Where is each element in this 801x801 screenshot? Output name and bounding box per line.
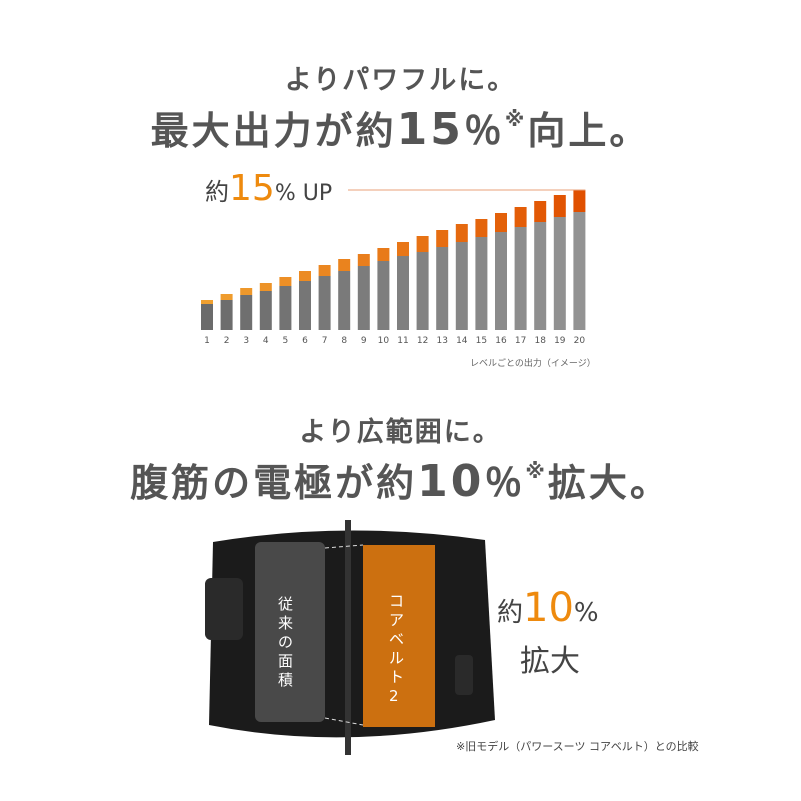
- bar-base-19: [553, 217, 566, 330]
- old-electrode-area: [255, 542, 325, 722]
- x-tick-label: 13: [436, 336, 447, 346]
- new-electrode-area: [363, 545, 435, 727]
- x-tick-label: 4: [263, 336, 269, 346]
- core-belt-image: 従来の面積 コアベルト2: [205, 520, 495, 755]
- x-tick-label: 7: [322, 336, 328, 346]
- x-tick-label: 9: [361, 336, 367, 346]
- x-tick-label: 16: [495, 336, 507, 346]
- title-percent: ％: [484, 461, 526, 505]
- x-tick-label: 18: [534, 336, 546, 346]
- bar-base-18: [534, 222, 547, 330]
- x-tick-label: 1: [204, 336, 210, 346]
- x-tick-label: 14: [456, 336, 468, 346]
- bar-increase-4: [259, 283, 272, 291]
- bar-base-7: [318, 276, 331, 330]
- bar-base-17: [514, 227, 527, 330]
- bar-chart: 1 2 3 4 5 6 7 8 9 10 11 12 13 14 15 16 17 18 19 20: [201, 189, 586, 346]
- x-tick-label: 3: [243, 336, 249, 346]
- new-area-label: コアベルト2: [389, 592, 405, 705]
- bar-increase-8: [338, 259, 351, 271]
- bar-base-4: [259, 291, 272, 330]
- bar-increase-16: [495, 213, 507, 232]
- bar-base-5: [279, 286, 292, 330]
- belt-increase: 約10%: [497, 585, 599, 631]
- x-tick-label: 17: [515, 336, 526, 346]
- bar-base-13: [436, 247, 449, 330]
- increase-label: 拡大: [520, 644, 580, 679]
- bar-increase-12: [416, 236, 429, 252]
- title-pre: 最大出力が約: [150, 109, 397, 153]
- section1-subtitle: よりパワフルに。: [284, 65, 517, 96]
- bar-base-15: [475, 237, 488, 330]
- bar-increase-6: [299, 271, 311, 281]
- x-tick-label: 15: [476, 336, 487, 346]
- bar-increase-20: [573, 190, 586, 212]
- title-footnote-mark: ※: [525, 459, 548, 483]
- bar-base-16: [495, 232, 507, 330]
- bar-increase-11: [397, 242, 409, 256]
- bar-increase-5: [279, 277, 292, 286]
- increase-pre: 約: [497, 598, 524, 628]
- x-tick-label: 19: [554, 336, 566, 346]
- title-percent: ％: [463, 109, 505, 153]
- title-number: 15: [396, 104, 464, 155]
- bar-base-20: [573, 212, 586, 330]
- bar-base-6: [299, 281, 311, 330]
- title-pre: 腹筋の電極が約: [130, 461, 418, 505]
- bar-base-9: [357, 266, 370, 330]
- x-tick-label: 8: [341, 336, 347, 346]
- headline-number: 15: [229, 168, 275, 209]
- bar-base-3: [240, 295, 253, 330]
- x-tick-label: 11: [397, 336, 408, 346]
- zipper: [345, 520, 351, 755]
- bar-increase-14: [455, 224, 468, 242]
- bar-increase-17: [514, 207, 527, 227]
- bar-base-10: [377, 261, 390, 330]
- title-post: 向上。: [527, 109, 651, 153]
- increase-number: 10: [523, 585, 574, 631]
- belt-illustration: [205, 520, 495, 755]
- bar-increase-1: [201, 300, 213, 304]
- increase-percent: %: [573, 598, 599, 628]
- bar-base-12: [416, 252, 429, 330]
- x-tick-label: 5: [283, 336, 289, 346]
- bar-base-1: [201, 304, 213, 330]
- bar-base-11: [397, 256, 409, 330]
- x-tick-label: 10: [378, 336, 390, 346]
- controller-unit: [205, 578, 243, 640]
- bar-increase-13: [436, 230, 449, 247]
- x-tick-label: 20: [574, 336, 586, 346]
- bar-increase-10: [377, 248, 390, 261]
- bar-base-8: [338, 271, 351, 330]
- footnote: ※旧モデル（パワースーツ コアベルト）との比較: [456, 740, 699, 753]
- bar-base-2: [220, 300, 233, 330]
- section2-subtitle: より広範囲に。: [299, 417, 502, 448]
- bar-increase-2: [220, 294, 233, 300]
- bar-increase-7: [318, 265, 331, 276]
- bar-increase-18: [534, 201, 547, 222]
- section1-title: 最大出力が約15％※向上。: [0, 100, 801, 155]
- chart-headline: 約15% UP: [205, 168, 332, 209]
- x-tick-label: 12: [417, 336, 428, 346]
- headline-pre: 約: [205, 178, 229, 206]
- bar-increase-3: [240, 288, 253, 295]
- x-tick-label: 2: [224, 336, 230, 346]
- bar-increase-9: [357, 254, 370, 266]
- title-number: 10: [417, 456, 485, 507]
- section2-title: 腹筋の電極が約10％※拡大。: [0, 452, 801, 507]
- headline-post: % UP: [274, 181, 333, 206]
- x-axis-label: レベルごとの出力（イメージ）: [470, 359, 596, 369]
- bar-base-14: [455, 242, 468, 330]
- bar-increase-19: [553, 195, 566, 217]
- bar-increase-15: [475, 219, 488, 237]
- title-post: 拡大。: [547, 461, 671, 505]
- x-tick-label: 6: [302, 336, 308, 346]
- title-footnote-mark: ※: [504, 107, 528, 131]
- old-area-label: 従来の面積: [278, 595, 294, 689]
